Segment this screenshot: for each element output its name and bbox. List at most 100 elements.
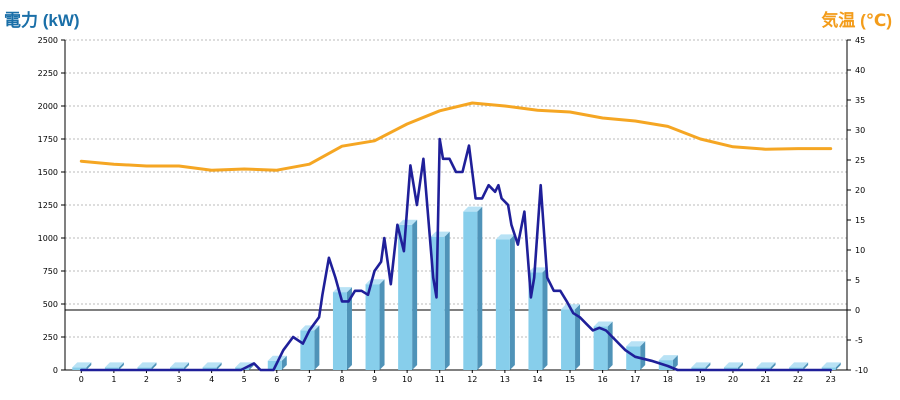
bar-front xyxy=(691,367,706,370)
bar-side xyxy=(86,362,92,370)
bar-top xyxy=(593,321,613,327)
bar xyxy=(365,279,385,370)
bar-top xyxy=(430,231,450,237)
right-tick-label: 35 xyxy=(855,96,865,105)
left-axis-title: 電力 (kW) xyxy=(4,11,80,30)
left-tick-label: 0 xyxy=(53,366,58,375)
bar-top xyxy=(137,362,157,368)
left-tick-label: 1750 xyxy=(38,135,58,144)
bar-front xyxy=(332,292,347,370)
bar-side xyxy=(216,362,222,370)
right-tick-label: 5 xyxy=(855,276,860,285)
bar-top xyxy=(72,362,92,368)
bar-top xyxy=(626,341,646,347)
bar-top xyxy=(528,267,548,273)
series-lines xyxy=(79,101,833,372)
x-tick-label: 13 xyxy=(500,375,510,384)
grid-lines xyxy=(65,39,847,338)
bar-top xyxy=(104,362,124,368)
bar-top xyxy=(170,362,190,368)
left-tick-label: 1000 xyxy=(38,234,58,243)
left-tick-label: 500 xyxy=(43,300,58,309)
bar-front xyxy=(137,367,152,370)
bar-front xyxy=(104,367,119,370)
bar-side xyxy=(803,362,809,370)
bar-top xyxy=(723,362,743,368)
bar-side xyxy=(346,287,352,370)
bar-front xyxy=(495,239,510,370)
bar-side xyxy=(640,341,646,370)
bar-top xyxy=(267,355,287,361)
x-tick-label: 23 xyxy=(826,375,836,384)
x-tick-label: 20 xyxy=(728,375,738,384)
bar xyxy=(528,267,548,370)
bar-side xyxy=(672,355,678,370)
x-tick-label: 0 xyxy=(79,375,84,384)
bar-side xyxy=(770,362,776,370)
bar-top xyxy=(658,355,678,361)
x-tick-label: 22 xyxy=(793,375,803,384)
bar xyxy=(72,362,92,370)
x-tick-label: 3 xyxy=(176,375,181,384)
bar-front xyxy=(202,367,217,370)
bar-front xyxy=(430,236,445,370)
bar-front xyxy=(723,367,738,370)
bar-side xyxy=(444,231,450,370)
bar-side xyxy=(477,206,483,370)
power-bars xyxy=(72,206,841,370)
bar-front xyxy=(561,309,576,370)
x-tick-label: 8 xyxy=(339,375,344,384)
bar-front xyxy=(170,367,185,370)
x-tick-label: 17 xyxy=(630,375,640,384)
x-tick-label: 11 xyxy=(435,375,445,384)
left-tick-label: 2000 xyxy=(38,102,58,111)
right-tick-label: 40 xyxy=(855,66,865,75)
right-tick-label: -5 xyxy=(855,336,863,345)
bar xyxy=(398,219,418,370)
bar-top xyxy=(202,362,222,368)
bar-top xyxy=(789,362,809,368)
right-tick-label: 15 xyxy=(855,216,865,225)
x-tick-label: 18 xyxy=(663,375,673,384)
right-axis-title: 気温 (℃) xyxy=(821,11,892,30)
bar xyxy=(430,231,450,370)
x-tick-label: 6 xyxy=(274,375,279,384)
bar xyxy=(789,362,809,370)
x-tick-label: 16 xyxy=(598,375,608,384)
bar xyxy=(104,362,124,370)
bar-side xyxy=(542,267,548,370)
bar-side xyxy=(575,304,581,370)
left-tick-label: 250 xyxy=(43,333,58,342)
bar-front xyxy=(365,284,380,370)
left-tick-label: 750 xyxy=(43,267,58,276)
bar-side xyxy=(184,362,190,370)
left-tick-label: 1500 xyxy=(38,168,58,177)
bar-top xyxy=(463,206,483,212)
x-tick-label: 21 xyxy=(760,375,770,384)
x-tick-label: 9 xyxy=(372,375,377,384)
bar-front xyxy=(593,326,608,370)
bar-side xyxy=(835,362,841,370)
left-tick-label: 2250 xyxy=(38,69,58,78)
right-tick-label: 20 xyxy=(855,186,865,195)
bar xyxy=(723,362,743,370)
bar-side xyxy=(314,325,320,370)
x-tick-label: 1 xyxy=(111,375,116,384)
bar-side xyxy=(737,362,743,370)
x-tick-label: 12 xyxy=(467,375,477,384)
x-tick-label: 5 xyxy=(242,375,247,384)
bar-top xyxy=(821,362,841,368)
axes xyxy=(61,39,851,373)
bar-side xyxy=(607,321,613,370)
bar xyxy=(463,206,483,370)
bar-top xyxy=(691,362,711,368)
x-tick-label: 4 xyxy=(209,375,214,384)
bar-top xyxy=(756,362,776,368)
bar-front xyxy=(789,367,804,370)
bar-front xyxy=(398,224,413,370)
x-tick-label: 14 xyxy=(532,375,542,384)
temperature-line xyxy=(79,101,833,172)
bar-top xyxy=(495,234,515,240)
x-tick-label: 19 xyxy=(695,375,705,384)
